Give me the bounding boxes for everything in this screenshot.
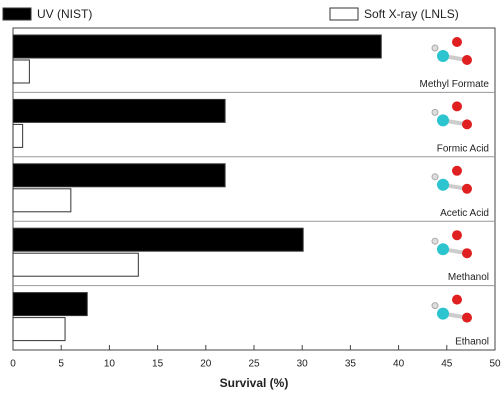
molecule-atom <box>437 114 449 126</box>
chart: Survival (%) 0 5 10 15 20 25 30 35 40 45 50 Methyl … <box>0 0 503 396</box>
molecule-atom <box>452 37 462 47</box>
x-tick-label: 15 <box>152 359 164 370</box>
x-axis-title: Survival (%) <box>220 376 289 390</box>
molecule-atom <box>437 308 449 320</box>
bar <box>13 318 65 341</box>
category-label: Methyl Formate <box>420 79 490 90</box>
category-label: Ethanol <box>455 337 489 348</box>
legend-label: UV (NIST) <box>37 7 92 21</box>
category-label: Methanol <box>448 272 489 283</box>
x-tick-label: 40 <box>393 359 405 370</box>
bar <box>13 253 138 276</box>
molecule-atom <box>462 55 472 65</box>
bar <box>13 293 87 316</box>
molecule-atom <box>437 179 449 191</box>
molecule-atom <box>462 119 472 129</box>
molecule-atom <box>462 248 472 258</box>
category-label: Acetic Acid <box>440 208 489 219</box>
bar <box>13 164 225 187</box>
molecule-atom <box>452 295 462 305</box>
x-tick-label: 10 <box>104 359 116 370</box>
bar <box>13 35 381 58</box>
legend-swatch <box>3 8 31 20</box>
molecule-atom <box>437 243 449 255</box>
x-tick-label: 45 <box>441 359 453 370</box>
bar <box>13 60 29 83</box>
x-tick-label: 35 <box>345 359 357 370</box>
molecule-atom <box>437 50 449 62</box>
bar <box>13 228 303 251</box>
molecule-atom <box>462 184 472 194</box>
bar <box>13 99 225 122</box>
legend-label: Soft X-ray (LNLS) <box>364 7 459 21</box>
molecule-atom <box>432 303 438 309</box>
molecule-atom <box>432 45 438 51</box>
bar <box>13 189 71 212</box>
x-tick-label: 20 <box>200 359 212 370</box>
legend-swatch <box>330 8 358 20</box>
x-tick-label: 25 <box>248 359 260 370</box>
molecule-atom <box>432 238 438 244</box>
molecule-atom <box>432 174 438 180</box>
molecule-atom <box>452 101 462 111</box>
x-tick-label: 50 <box>489 359 501 370</box>
molecule-atom <box>452 166 462 176</box>
x-tick-label: 30 <box>297 359 309 370</box>
x-tick-label: 5 <box>58 359 64 370</box>
molecule-atom <box>462 313 472 323</box>
category-label: Formic Acid <box>437 143 489 154</box>
molecule-atom <box>452 230 462 240</box>
molecule-atom <box>432 109 438 115</box>
x-tick-label: 0 <box>10 359 16 370</box>
bar <box>13 124 23 147</box>
